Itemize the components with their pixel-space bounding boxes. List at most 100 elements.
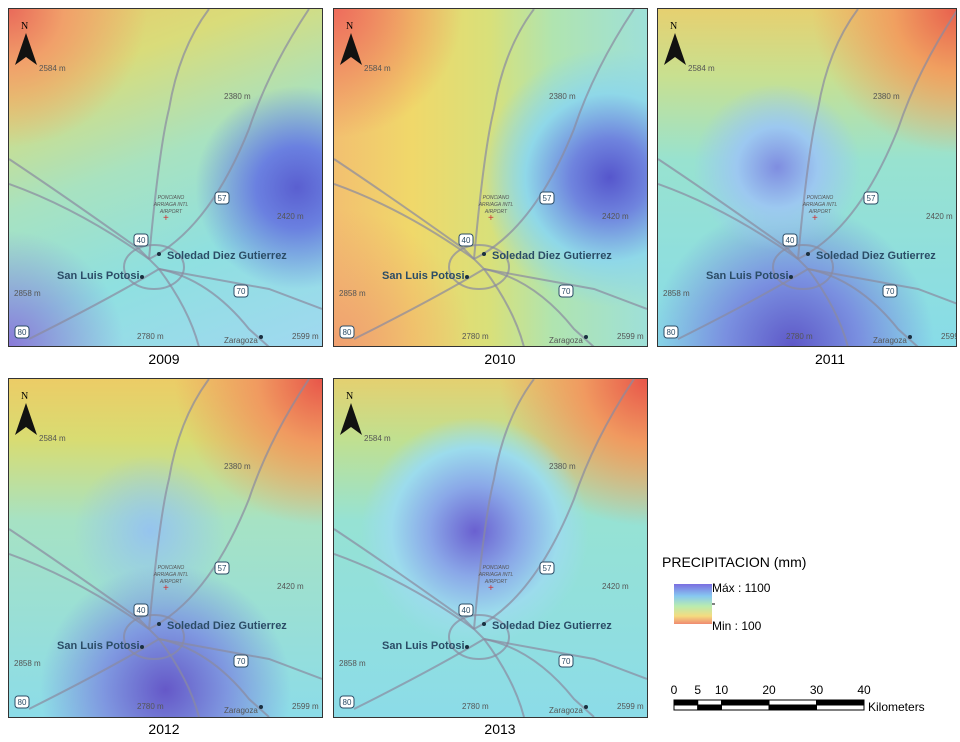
map-label: 2780 m <box>137 332 164 341</box>
map-label: San Luis Potosi <box>382 640 465 652</box>
highway-number: 80 <box>343 328 352 337</box>
city-dot <box>157 622 161 626</box>
highway-number: 80 <box>667 328 676 337</box>
road <box>474 379 634 629</box>
legend-ramp <box>674 584 712 624</box>
scale-tick-label: 0 <box>671 683 678 697</box>
map-label: 2599 m <box>292 702 319 711</box>
city-dot <box>482 252 486 256</box>
year-label: 2013 <box>440 721 560 737</box>
year-label: 2012 <box>104 721 224 737</box>
city-dot <box>157 252 161 256</box>
map-label: Soledad Diez Gutierrez <box>167 250 287 262</box>
map-label: San Luis Potosi <box>57 270 140 282</box>
map-label: 2780 m <box>462 702 489 711</box>
map-label: 2420 m <box>602 582 629 591</box>
highway-number: 57 <box>543 564 552 573</box>
scale-unit: Kilometers <box>868 700 925 714</box>
city-dot <box>465 275 469 279</box>
map-panel: N2584 m2380 m2420 m2858 m2780 m2599 mSol… <box>8 8 323 347</box>
road <box>474 9 534 259</box>
map-label: 2584 m <box>39 434 66 443</box>
map-label: San Luis Potosi <box>382 270 465 282</box>
scale-segment <box>769 700 817 705</box>
city-dot <box>482 622 486 626</box>
airport-label: PONCIANO <box>158 565 185 571</box>
map-label: 2858 m <box>14 659 41 668</box>
airport-label: PONCIANO <box>483 565 510 571</box>
road <box>149 379 209 629</box>
airport-symbol: + <box>488 583 494 594</box>
north-arrow <box>15 403 37 435</box>
map-label: 2584 m <box>364 434 391 443</box>
highway-number: 80 <box>343 698 352 707</box>
highway-number: 57 <box>218 194 227 203</box>
scale-segment <box>698 700 722 705</box>
map-label: 2858 m <box>339 289 366 298</box>
north-arrow <box>340 403 362 435</box>
airport-label: ARRIAGA INTL <box>153 202 189 208</box>
airport-symbol: + <box>488 213 494 224</box>
scale-segment <box>722 700 770 705</box>
map-overlay: N2584 m2380 m2420 m2858 m2780 m2599 mSol… <box>658 9 956 346</box>
north-label: N <box>346 391 353 402</box>
map-overlay: N2584 m2380 m2420 m2858 m2780 m2599 mSol… <box>334 9 647 346</box>
legend-title: PRECIPITACION (mm) <box>662 554 806 570</box>
map-label: 2858 m <box>663 289 690 298</box>
highway-number: 57 <box>867 194 876 203</box>
map-label: Zaragoza <box>224 706 258 715</box>
map-label: 2420 m <box>277 582 304 591</box>
scale-tick-label: 5 <box>694 683 701 697</box>
airport-symbol: + <box>163 213 169 224</box>
map-panel: N2584 m2380 m2420 m2858 m2780 m2599 mSol… <box>8 378 323 718</box>
year-label: 2011 <box>770 351 890 367</box>
airport-symbol: + <box>812 213 818 224</box>
road <box>9 184 149 259</box>
scale-segment <box>674 700 698 705</box>
highway-number: 80 <box>18 698 27 707</box>
year-label: 2010 <box>440 351 560 367</box>
highway-number: 80 <box>18 328 27 337</box>
airport-label: ARRIAGA INTL <box>802 202 838 208</box>
scale-segment <box>769 705 817 710</box>
map-label: 2584 m <box>688 64 715 73</box>
road <box>334 184 474 259</box>
road <box>149 9 309 259</box>
map-label: 2420 m <box>277 212 304 221</box>
year-label: 2009 <box>104 351 224 367</box>
north-arrow <box>664 33 686 65</box>
highway-number: 57 <box>218 564 227 573</box>
city-dot <box>259 335 263 339</box>
map-label: 2599 m <box>292 332 319 341</box>
map-label: Soledad Diez Gutierrez <box>492 250 612 262</box>
city-dot <box>806 252 810 256</box>
map-label: 2584 m <box>39 64 66 73</box>
map-label: Zaragoza <box>224 336 258 345</box>
north-label: N <box>21 391 28 402</box>
city-dot <box>140 645 144 649</box>
map-label: 2780 m <box>137 702 164 711</box>
map-label: San Luis Potosi <box>57 640 140 652</box>
city-dot <box>789 275 793 279</box>
map-label: Zaragoza <box>549 706 583 715</box>
map-label: 2584 m <box>364 64 391 73</box>
map-panel: N2584 m2380 m2420 m2858 m2780 m2599 mSol… <box>657 8 957 347</box>
highway-number: 70 <box>562 287 571 296</box>
scale-segment <box>817 700 865 705</box>
airport-label: PONCIANO <box>807 195 834 201</box>
road <box>9 554 149 629</box>
map-label: Soledad Diez Gutierrez <box>167 620 287 632</box>
north-label: N <box>21 21 28 32</box>
highway-number: 70 <box>886 287 895 296</box>
page: N2584 m2380 m2420 m2858 m2780 m2599 mSol… <box>0 0 960 742</box>
road <box>798 9 956 259</box>
highway-number: 70 <box>237 657 246 666</box>
scale-tick-label: 30 <box>810 683 824 697</box>
highway-number: 70 <box>562 657 571 666</box>
airport-label: ARRIAGA INTL <box>478 202 514 208</box>
airport-label: PONCIANO <box>483 195 510 201</box>
highway-number: 40 <box>137 606 146 615</box>
city-dot <box>465 645 469 649</box>
scale-segment <box>698 705 722 710</box>
